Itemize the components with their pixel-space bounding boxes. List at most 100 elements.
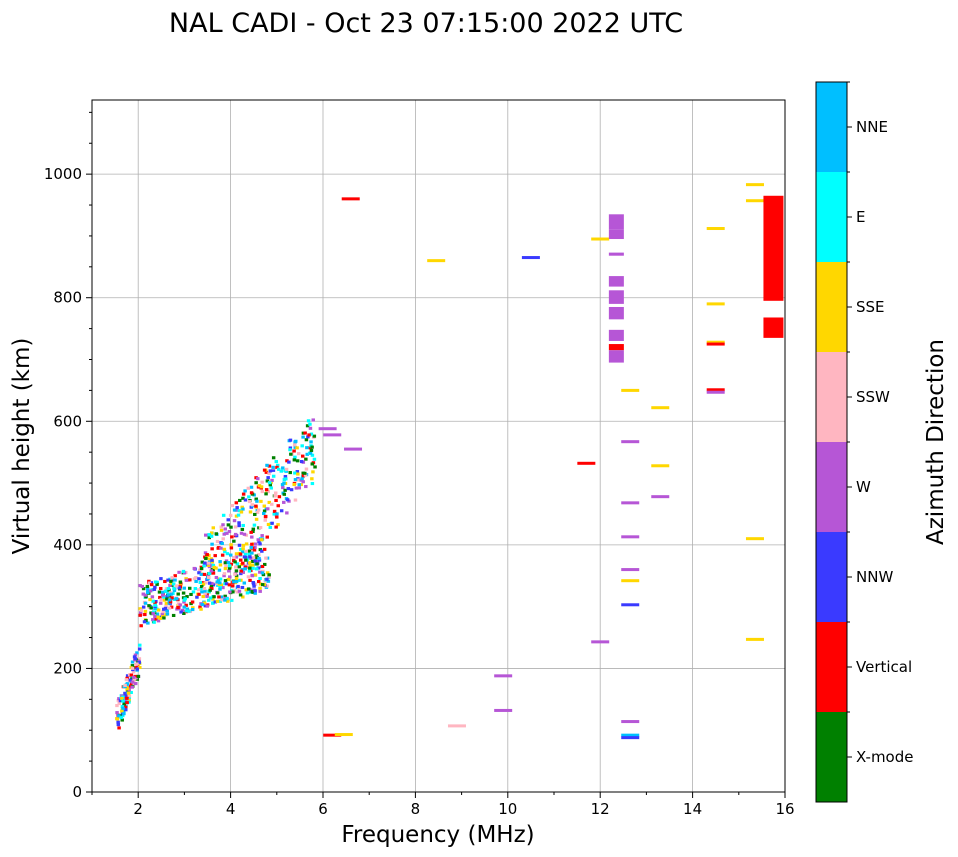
echo-point [155,612,160,616]
echo-point [219,583,224,587]
echo-point [266,579,271,583]
echo-point [621,733,640,737]
echo-point [216,579,221,583]
echo-point [256,580,261,584]
echo-point [241,496,245,500]
echo-point [149,606,153,610]
echo-point [191,590,196,594]
echo-point [222,532,226,536]
echo-point [161,595,166,599]
echo-point [318,427,337,431]
echo-point [202,601,207,605]
echo-point [223,561,228,565]
echo-point [238,498,242,502]
echo-point [209,585,214,589]
echo-point [124,678,129,682]
echo-point [262,509,267,513]
echo-point [176,592,180,596]
echo-point [293,478,298,482]
echo-point [165,612,170,616]
echo-point [133,682,138,686]
echo-point [247,549,252,553]
echo-point [224,559,229,563]
echo-column [763,195,784,301]
echo-point [227,566,232,570]
echo-point [228,575,232,579]
echo-point [138,665,142,670]
echo-point [266,490,270,494]
echo-point [262,504,267,508]
y-axis-label: Virtual height (km) [9,338,35,555]
echo-point [427,259,446,263]
echo-point [246,564,250,568]
echo-point [146,587,150,591]
echo-point [251,563,255,567]
echo-point [254,497,258,501]
echo-point [214,575,219,580]
echo-point [125,701,129,705]
echo-point [200,603,205,607]
echo-point [176,604,180,608]
x-axis-label: Frequency (MHz) [341,822,534,848]
echo-point [286,487,291,491]
colorbar-segment [816,82,847,172]
echo-point [304,438,309,442]
echo-point [210,587,214,591]
echo-point [265,577,269,581]
echo-point [241,561,245,565]
echo-point [284,477,288,481]
echo-point [127,700,131,704]
echo-point [147,604,151,608]
echo-point [310,453,315,457]
echo-point [194,579,198,583]
echo-point [123,694,128,698]
echo-point [138,643,142,647]
echo-point [194,576,198,580]
echo-point [308,446,313,450]
echo-point [621,603,640,607]
echo-point [134,662,138,666]
echo-point [265,535,269,539]
echo-point [281,486,285,490]
echo-point [196,588,201,592]
echo-point [258,548,263,552]
colorbar-tick-label: W [856,478,871,496]
echo-point [267,464,272,468]
echo-point [180,608,185,612]
echo-point [271,474,276,478]
echo-point [204,556,208,561]
echo-point [234,569,239,573]
echo-point [123,700,127,704]
echo-point [255,510,260,514]
echo-point [234,514,239,518]
echo-point [163,589,168,593]
echo-point [116,720,120,724]
echo-point [223,594,227,598]
echo-point [246,486,251,490]
echo-point [270,521,274,525]
echo-point [193,587,198,591]
echo-column [608,276,624,287]
echo-point [120,696,124,701]
echo-point [310,481,315,486]
echo-point [229,553,233,557]
echo-point [210,581,214,586]
echo-point [227,564,232,568]
echo-point [253,573,258,577]
echo-point [299,482,303,487]
echo-point [138,584,142,588]
echo-point [219,528,224,532]
echo-point [207,536,211,540]
echo-point [237,521,241,525]
echo-point [243,555,248,559]
echo-point [145,584,150,589]
y-axis-ticks: 0 200 400 600 800 1000 [44,111,92,801]
echo-point [184,577,188,581]
echo-point [297,483,301,487]
echo-point [167,606,172,610]
echo-point [140,584,145,589]
echo-point [234,580,239,584]
echo-point [176,605,180,610]
echo-point [161,590,165,594]
echo-point [217,568,222,572]
